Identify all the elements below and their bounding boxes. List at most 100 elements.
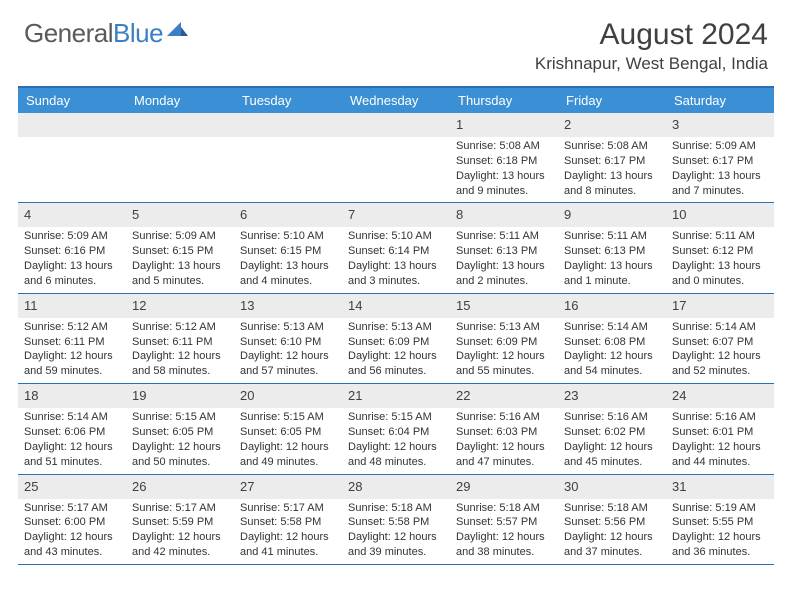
calendar-cell: 29Sunrise: 5:18 AMSunset: 5:57 PMDayligh… [450, 475, 558, 564]
day-number-row [18, 113, 126, 137]
day-info: Sunrise: 5:09 AMSunset: 6:15 PMDaylight:… [126, 227, 234, 292]
day-info: Sunrise: 5:08 AMSunset: 6:17 PMDaylight:… [558, 137, 666, 202]
day-number: 19 [132, 388, 146, 403]
calendar-cell: 20Sunrise: 5:15 AMSunset: 6:05 PMDayligh… [234, 384, 342, 473]
day-number: 9 [564, 207, 571, 222]
calendar-cell [342, 113, 450, 202]
calendar-cell: 12 Sunrise: 5:12 AMSunset: 6:11 PMDayligh… [126, 294, 234, 383]
day-number-row: 1 [450, 113, 558, 137]
day-number: 28 [348, 479, 362, 494]
day-info: Sunrise: 5:12 AMSunset: 6:11 PMDaylight:… [126, 318, 234, 383]
calendar-cell: 3Sunrise: 5:09 AMSunset: 6:17 PMDaylight… [666, 113, 774, 202]
day-number: 25 [24, 479, 38, 494]
day-number-row: 17 [666, 294, 774, 318]
day-number-row: 5 [126, 203, 234, 227]
calendar-cell: 15Sunrise: 5:13 AMSunset: 6:09 PMDayligh… [450, 294, 558, 383]
day-number: 24 [672, 388, 686, 403]
day-number-row: 11 [18, 294, 126, 318]
calendar-cell: 31 Sunrise: 5:19 AMSunset: 5:55 PMDayligh… [666, 475, 774, 564]
calendar-cell: 14 Sunrise: 5:13 AMSunset: 6:09 PMDayligh… [342, 294, 450, 383]
day-number-row: 30 [558, 475, 666, 499]
day-number-row: 29 [450, 475, 558, 499]
calendar-cell: 10Sunrise: 5:11 AMSunset: 6:12 PMDayligh… [666, 203, 774, 292]
day-info: Sunrise: 5:18 AMSunset: 5:58 PMDaylight:… [342, 499, 450, 564]
day-number: 20 [240, 388, 254, 403]
triangle-icon [167, 20, 189, 43]
title-block: August 2024 Krishnapur, West Bengal, Ind… [535, 18, 768, 74]
day-info: Sunrise: 5:17 AMSunset: 5:59 PMDaylight:… [126, 499, 234, 564]
day-info: Sunrise: 5:08 AMSunset: 6:18 PMDaylight:… [450, 137, 558, 202]
day-number-row: 31 [666, 475, 774, 499]
logo: GeneralBlue [24, 18, 189, 49]
day-info: Sunrise: 5:17 AMSunset: 6:00 PMDaylight:… [18, 499, 126, 564]
day-number-row: 23 [558, 384, 666, 408]
header: GeneralBlue August 2024 Krishnapur, West… [0, 0, 792, 80]
calendar-cell: 25 Sunrise: 5:17 AMSunset: 6:00 PMDayligh… [18, 475, 126, 564]
calendar-cell: 9Sunrise: 5:11 AMSunset: 6:13 PMDaylight… [558, 203, 666, 292]
calendar-cell: 18Sunrise: 5:14 AMSunset: 6:06 PMDayligh… [18, 384, 126, 473]
day-number-row: 6 [234, 203, 342, 227]
day-number-row: 26 [126, 475, 234, 499]
day-number-row: 28 [342, 475, 450, 499]
day-number: 18 [24, 388, 38, 403]
day-number: 16 [564, 298, 578, 313]
calendar-cell: 1Sunrise: 5:08 AMSunset: 6:18 PMDaylight… [450, 113, 558, 202]
day-number-row: 12 [126, 294, 234, 318]
day-info: Sunrise: 5:16 AMSunset: 6:02 PMDaylight:… [558, 408, 666, 473]
day-number-row: 25 [18, 475, 126, 499]
week-row: 11Sunrise: 5:12 AMSunset: 6:11 PMDayligh… [18, 294, 774, 384]
day-number: 6 [240, 207, 247, 222]
calendar-cell: 2 Sunrise: 5:08 AMSunset: 6:17 PMDaylight… [558, 113, 666, 202]
day-info: Sunrise: 5:13 AMSunset: 6:09 PMDaylight:… [342, 318, 450, 383]
day-number: 2 [564, 117, 571, 132]
calendar-cell: 24Sunrise: 5:16 AMSunset: 6:01 PMDayligh… [666, 384, 774, 473]
day-number: 26 [132, 479, 146, 494]
day-info: Sunrise: 5:13 AMSunset: 6:10 PMDaylight:… [234, 318, 342, 383]
day-info: Sunrise: 5:10 AMSunset: 6:14 PMDaylight:… [342, 227, 450, 292]
day-number: 17 [672, 298, 686, 313]
calendar-cell [18, 113, 126, 202]
day-number [24, 117, 28, 132]
calendar-cell [234, 113, 342, 202]
calendar-cell: 8Sunrise: 5:11 AMSunset: 6:13 PMDaylight… [450, 203, 558, 292]
day-number-row: 15 [450, 294, 558, 318]
day-number: 22 [456, 388, 470, 403]
day-number: 27 [240, 479, 254, 494]
day-number-row: 22 [450, 384, 558, 408]
calendar-cell: 21Sunrise: 5:15 AMSunset: 6:04 PMDayligh… [342, 384, 450, 473]
day-info: Sunrise: 5:19 AMSunset: 5:55 PMDaylight:… [666, 499, 774, 564]
calendar-cell: 16Sunrise: 5:14 AMSunset: 6:08 PMDayligh… [558, 294, 666, 383]
calendar-cell: 23Sunrise: 5:16 AMSunset: 6:02 PMDayligh… [558, 384, 666, 473]
day-number-row: 20 [234, 384, 342, 408]
day-info: Sunrise: 5:09 AMSunset: 6:17 PMDaylight:… [666, 137, 774, 202]
day-number: 31 [672, 479, 686, 494]
day-info: Sunrise: 5:09 AMSunset: 6:16 PMDaylight:… [18, 227, 126, 292]
calendar-cell: 28 Sunrise: 5:18 AMSunset: 5:58 PMDayligh… [342, 475, 450, 564]
calendar-cell: 26 Sunrise: 5:17 AMSunset: 5:59 PMDayligh… [126, 475, 234, 564]
day-of-week: Saturday [666, 88, 774, 113]
day-number: 14 [348, 298, 362, 313]
weeks-container: 1Sunrise: 5:08 AMSunset: 6:18 PMDaylight… [18, 113, 774, 565]
day-number-row [234, 113, 342, 137]
calendar-cell: 4Sunrise: 5:09 AMSunset: 6:16 PMDaylight… [18, 203, 126, 292]
day-number-row: 27 [234, 475, 342, 499]
day-number-row: 4 [18, 203, 126, 227]
day-number-row: 18 [18, 384, 126, 408]
week-row: 1Sunrise: 5:08 AMSunset: 6:18 PMDaylight… [18, 113, 774, 203]
day-number: 29 [456, 479, 470, 494]
day-number-row: 13 [234, 294, 342, 318]
day-number: 8 [456, 207, 463, 222]
day-number [348, 117, 352, 132]
calendar-cell: 6Sunrise: 5:10 AMSunset: 6:15 PMDaylight… [234, 203, 342, 292]
week-row: 18Sunrise: 5:14 AMSunset: 6:06 PMDayligh… [18, 384, 774, 474]
day-number-row: 21 [342, 384, 450, 408]
day-number-row: 24 [666, 384, 774, 408]
day-number-row: 14 [342, 294, 450, 318]
day-number: 21 [348, 388, 362, 403]
day-number-row [342, 113, 450, 137]
day-number: 12 [132, 298, 146, 313]
calendar-cell: 27Sunrise: 5:17 AMSunset: 5:58 PMDayligh… [234, 475, 342, 564]
day-number [132, 117, 136, 132]
day-info: Sunrise: 5:14 AMSunset: 6:07 PMDaylight:… [666, 318, 774, 383]
day-number [240, 117, 244, 132]
